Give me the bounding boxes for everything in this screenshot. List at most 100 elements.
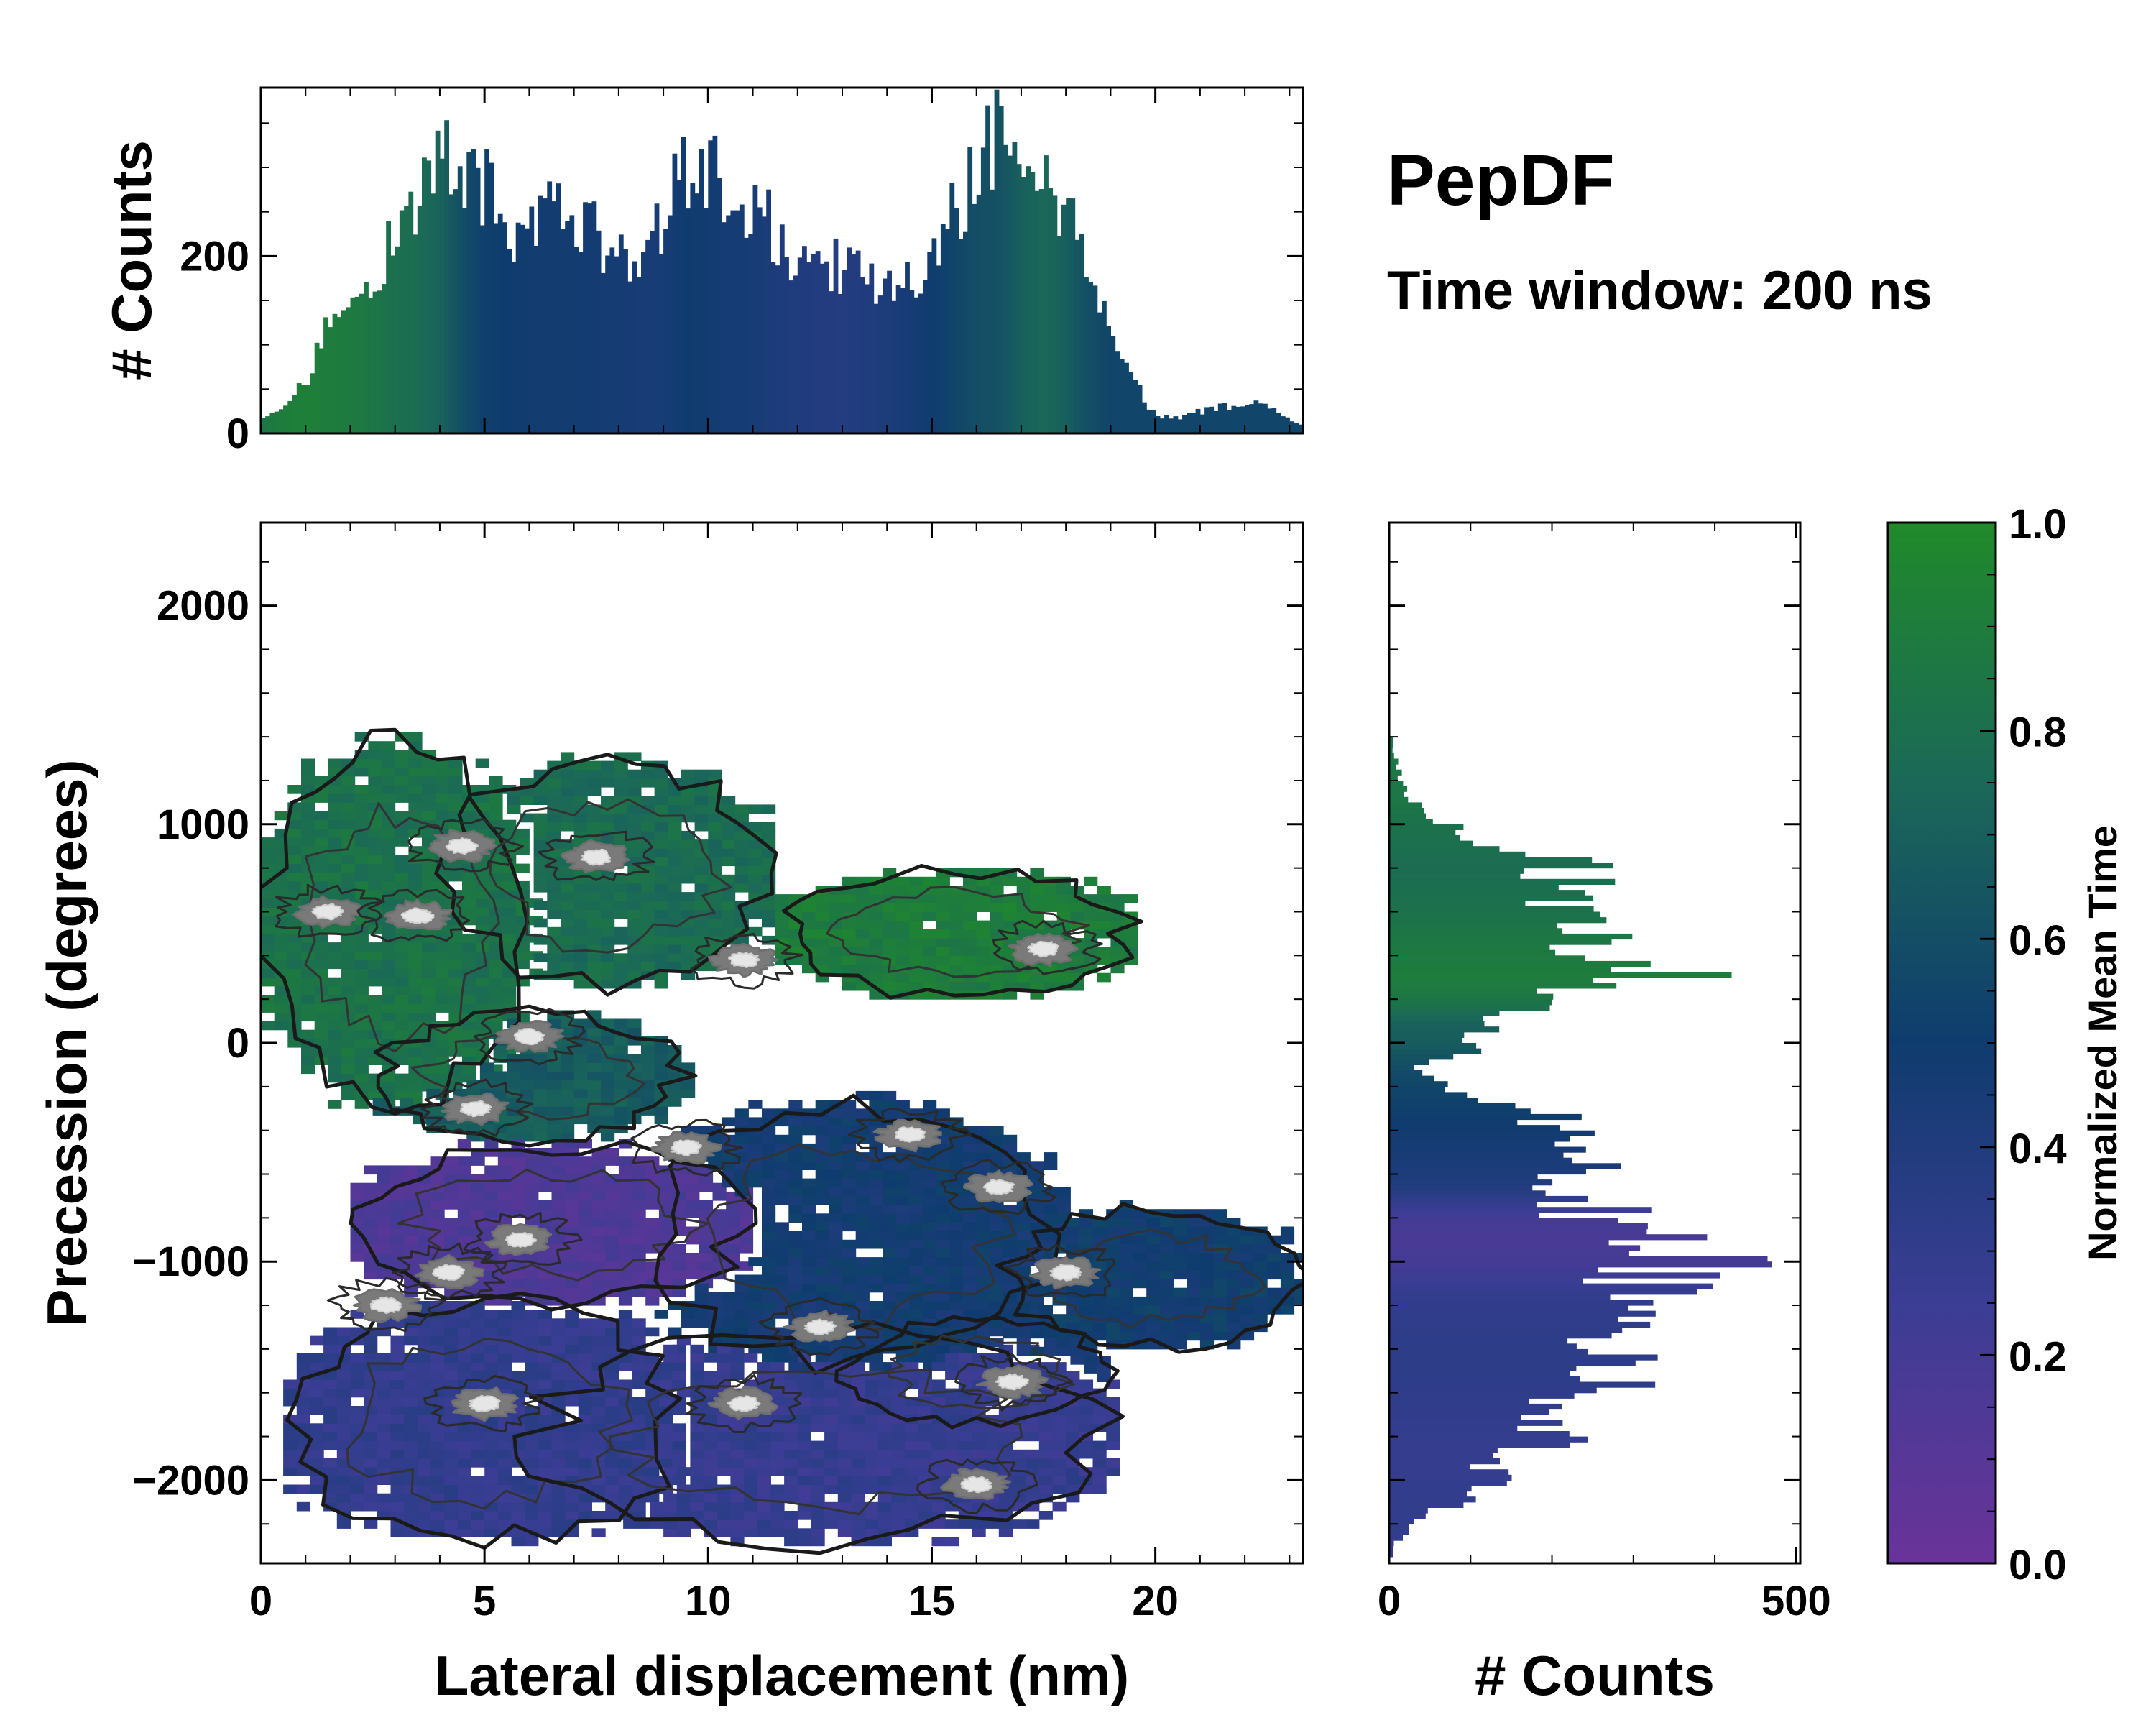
main-map-cell <box>565 1253 579 1262</box>
main-map-cell <box>310 1449 324 1459</box>
main-map-cell <box>511 1353 525 1363</box>
main-map-cell <box>985 1449 1000 1459</box>
main-map-cell <box>417 1511 431 1520</box>
main-map-cell <box>1133 1218 1147 1228</box>
main-map-cell <box>591 1467 606 1476</box>
main-map-cell <box>1084 920 1098 930</box>
main-map-cell <box>364 1493 378 1503</box>
main-map-cell <box>1199 1331 1215 1341</box>
main-map-cell <box>578 1218 592 1228</box>
top-histogram-bar <box>967 147 973 433</box>
main-map-cell <box>632 1318 646 1328</box>
main-map-cell <box>390 1243 405 1254</box>
main-map-cell <box>404 1406 418 1415</box>
main-map-cell <box>869 920 883 930</box>
main-map-cell <box>341 1090 356 1100</box>
main-map-cell <box>618 1458 633 1468</box>
main-map-cell <box>350 1253 364 1262</box>
main-map-cell <box>573 935 588 945</box>
main-map-cell <box>931 1467 946 1476</box>
main-map-cell <box>1124 894 1138 903</box>
main-map-cell <box>538 1406 552 1415</box>
main-map-cell <box>435 811 449 821</box>
top-histogram-bar <box>779 224 785 433</box>
main-map-cell <box>1106 1305 1120 1315</box>
main-map-cell <box>1016 1152 1031 1162</box>
main-map-cell <box>547 813 561 823</box>
main-map-cell <box>1294 1296 1303 1306</box>
main-map-cell <box>686 1182 700 1192</box>
main-map-cell <box>261 942 275 952</box>
main-map-cell <box>287 837 302 847</box>
main-map-cell <box>525 1353 539 1363</box>
main-map-cell <box>672 1261 686 1271</box>
main-map-cell <box>734 1108 749 1118</box>
main-map-cell <box>641 1071 655 1081</box>
main-map-cell <box>748 804 763 814</box>
main-map-cell <box>605 1335 619 1346</box>
main-map-cell <box>949 938 964 947</box>
main-map-cell <box>484 1379 499 1389</box>
main-map-cell <box>538 1253 552 1262</box>
main-map-cell <box>605 1484 619 1494</box>
main-map-cell <box>654 787 668 796</box>
main-map-cell <box>301 846 315 855</box>
main-map-cell <box>775 1117 789 1127</box>
main-map-cell <box>627 935 642 945</box>
main-map-cell <box>395 977 409 987</box>
top-histogram-bar <box>1222 402 1227 433</box>
main-map-cell <box>1146 1322 1161 1333</box>
main-map-cell <box>877 1432 892 1442</box>
main-map-cell <box>990 1283 1004 1293</box>
main-map-cell <box>1066 1235 1080 1245</box>
main-map-cell <box>323 1353 338 1363</box>
main-map-cell <box>404 1484 418 1494</box>
main-map-cell <box>587 962 602 972</box>
main-map-cell <box>990 1318 1004 1328</box>
top-histogram-bar <box>525 228 530 433</box>
main-map-cell <box>364 1467 378 1476</box>
main-map-cell <box>591 1253 606 1262</box>
main-map-cell <box>390 1226 405 1236</box>
main-map-cell <box>377 1165 391 1175</box>
right-histogram-bar <box>1389 988 1537 995</box>
main-map-cell <box>1038 1511 1053 1520</box>
main-map-cell <box>1044 1161 1058 1170</box>
main-map-cell <box>601 1106 615 1116</box>
top-histogram-bar <box>699 149 704 433</box>
main-map-cell <box>301 758 315 768</box>
main-map-cell <box>945 1362 959 1371</box>
main-map-cell <box>748 1178 763 1188</box>
main-map-cell <box>815 947 829 956</box>
main-map-cell <box>502 995 517 1004</box>
main-map-cell <box>990 876 1004 886</box>
main-map-cell <box>377 1371 391 1380</box>
main-map-cell <box>722 1117 736 1127</box>
main-map-cell <box>1173 1253 1187 1262</box>
main-map-cell <box>404 1182 418 1192</box>
x-tick-label: 10 <box>685 1578 732 1624</box>
main-map-cell <box>815 1222 829 1232</box>
main-map-cell <box>748 1257 763 1266</box>
main-map-cell <box>990 886 1004 895</box>
main-map-cell <box>618 1335 633 1346</box>
main-map-cell <box>645 1287 660 1297</box>
right-histogram-bars <box>1389 737 1772 1558</box>
main-map-cell <box>533 883 548 893</box>
main-map-cell <box>708 840 722 849</box>
main-map-cell <box>909 911 923 921</box>
main-map-cell <box>1079 1322 1093 1333</box>
main-map-cell <box>502 907 517 917</box>
main-map-cell <box>976 1143 990 1153</box>
main-map-cell <box>788 1292 803 1302</box>
main-map-cell <box>573 953 588 962</box>
main-map-cell <box>1052 1414 1067 1424</box>
main-map-cell <box>1092 1467 1107 1476</box>
right-histogram-bar <box>1389 1513 1426 1519</box>
top-histogram-bar <box>1191 413 1197 433</box>
main-map-cell <box>364 1226 378 1236</box>
main-map-cell <box>573 1106 588 1116</box>
top-histogram-bar <box>1169 418 1174 433</box>
main-map-cell <box>699 1182 714 1192</box>
main-map-cell <box>668 804 682 814</box>
